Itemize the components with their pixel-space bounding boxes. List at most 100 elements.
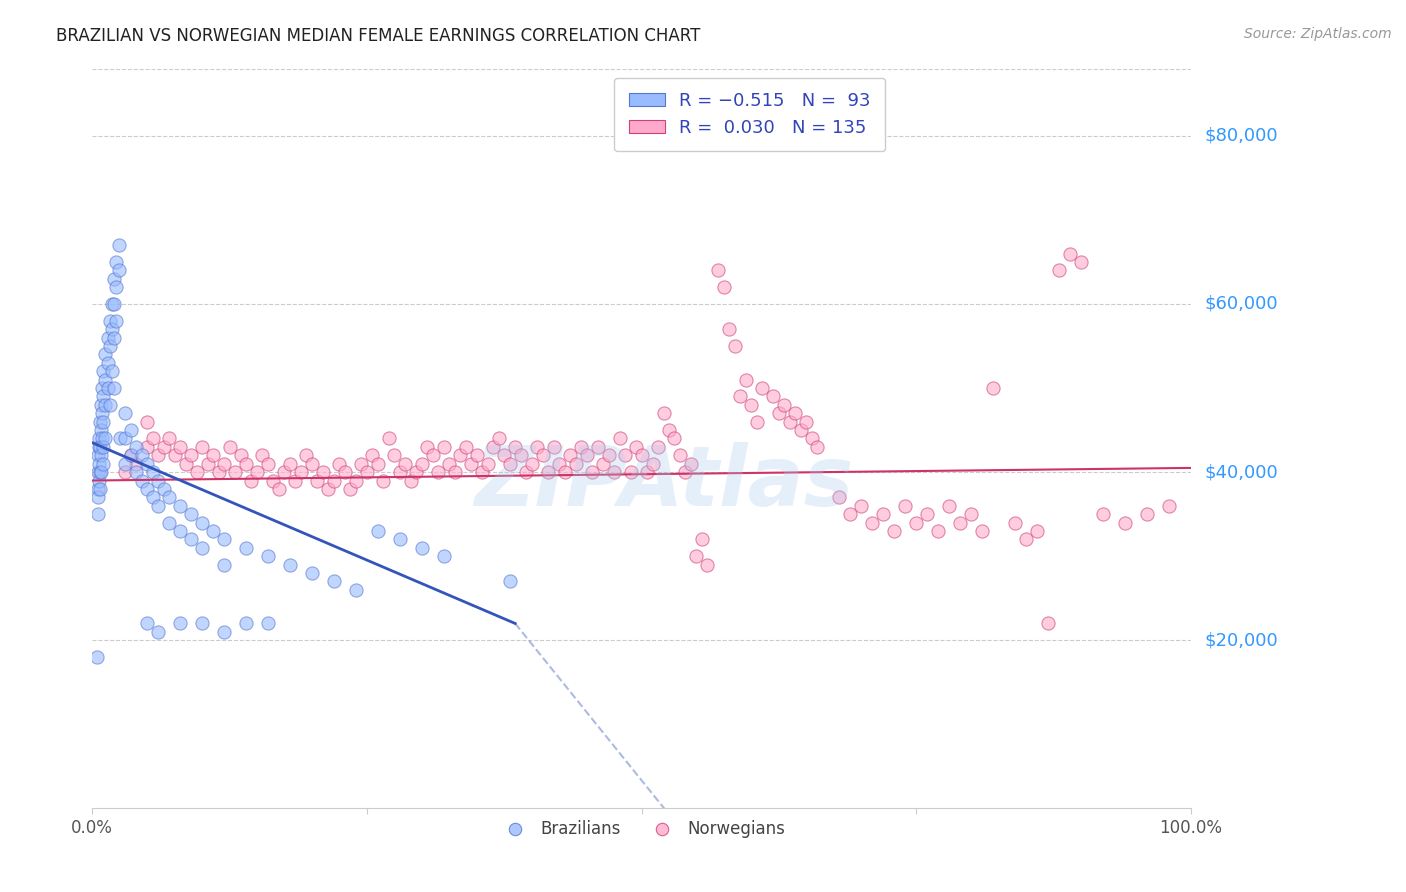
Point [94, 347, 117, 361]
Point [157, 491, 180, 505]
Point [131, 448, 153, 462]
Point [609, 432, 631, 446]
Point [598, 448, 620, 462]
Point [439, 457, 461, 471]
Point [630, 448, 652, 462]
Point [696, 558, 718, 572]
Point [91, 457, 114, 471]
Point [114, 406, 136, 420]
Point [949, 516, 972, 530]
Point [90, 423, 112, 437]
Point [411, 541, 433, 555]
Point [894, 499, 917, 513]
Point [301, 566, 323, 580]
Point [394, 457, 416, 471]
Point [416, 440, 439, 454]
Point [180, 448, 202, 462]
Point [114, 432, 136, 446]
Point [87, 474, 110, 488]
Point [295, 448, 318, 462]
Point [762, 389, 785, 403]
Point [86, 465, 108, 479]
Point [136, 482, 159, 496]
Point [624, 440, 647, 454]
Point [120, 448, 142, 462]
Point [87, 457, 110, 471]
Point [97, 330, 120, 344]
Point [499, 457, 522, 471]
Point [373, 474, 395, 488]
Point [136, 415, 159, 429]
Point [433, 440, 456, 454]
Point [586, 440, 609, 454]
Point [90, 448, 112, 462]
Point [1036, 616, 1059, 631]
Point [454, 440, 477, 454]
Point [1114, 516, 1136, 530]
Point [142, 432, 165, 446]
Point [103, 297, 125, 311]
Point [443, 465, 465, 479]
Point [257, 616, 280, 631]
Point [163, 448, 186, 462]
Point [86, 482, 108, 496]
Point [224, 465, 246, 479]
Point [318, 482, 340, 496]
Point [735, 373, 758, 387]
Point [488, 432, 510, 446]
Point [520, 457, 543, 471]
Point [1070, 255, 1092, 269]
Point [427, 465, 450, 479]
Point [114, 465, 136, 479]
Point [191, 440, 214, 454]
Point [146, 474, 169, 488]
Point [526, 440, 548, 454]
Point [86, 507, 108, 521]
Point [1157, 499, 1180, 513]
Point [202, 448, 225, 462]
Text: Source: ZipAtlas.com: Source: ZipAtlas.com [1244, 27, 1392, 41]
Point [131, 474, 153, 488]
Point [169, 440, 191, 454]
Point [724, 339, 747, 353]
Text: BRAZILIAN VS NORWEGIAN MEDIAN FEMALE EARNINGS CORRELATION CHART: BRAZILIAN VS NORWEGIAN MEDIAN FEMALE EAR… [56, 27, 700, 45]
Point [174, 457, 197, 471]
Point [652, 406, 675, 420]
Point [267, 482, 290, 496]
Point [773, 398, 796, 412]
Point [322, 474, 344, 488]
Point [981, 381, 1004, 395]
Point [860, 516, 883, 530]
Point [405, 465, 427, 479]
Point [1047, 263, 1070, 277]
Point [685, 549, 707, 564]
Point [482, 440, 505, 454]
Point [186, 465, 208, 479]
Point [97, 381, 120, 395]
Point [146, 624, 169, 639]
Point [915, 507, 938, 521]
Point [235, 457, 257, 471]
Point [664, 432, 686, 446]
Point [105, 314, 128, 328]
Point [91, 415, 114, 429]
Point [191, 516, 214, 530]
Point [105, 280, 128, 294]
Point [246, 465, 269, 479]
Point [191, 616, 214, 631]
Point [543, 440, 565, 454]
Point [1015, 533, 1038, 547]
Point [477, 457, 499, 471]
Point [399, 474, 422, 488]
Point [120, 423, 142, 437]
Point [101, 297, 124, 311]
Point [548, 457, 571, 471]
Point [356, 465, 378, 479]
Point [569, 440, 592, 454]
Point [91, 432, 114, 446]
Point [89, 440, 111, 454]
Point [339, 482, 361, 496]
Point [581, 465, 603, 479]
Point [828, 491, 851, 505]
Point [794, 415, 817, 429]
